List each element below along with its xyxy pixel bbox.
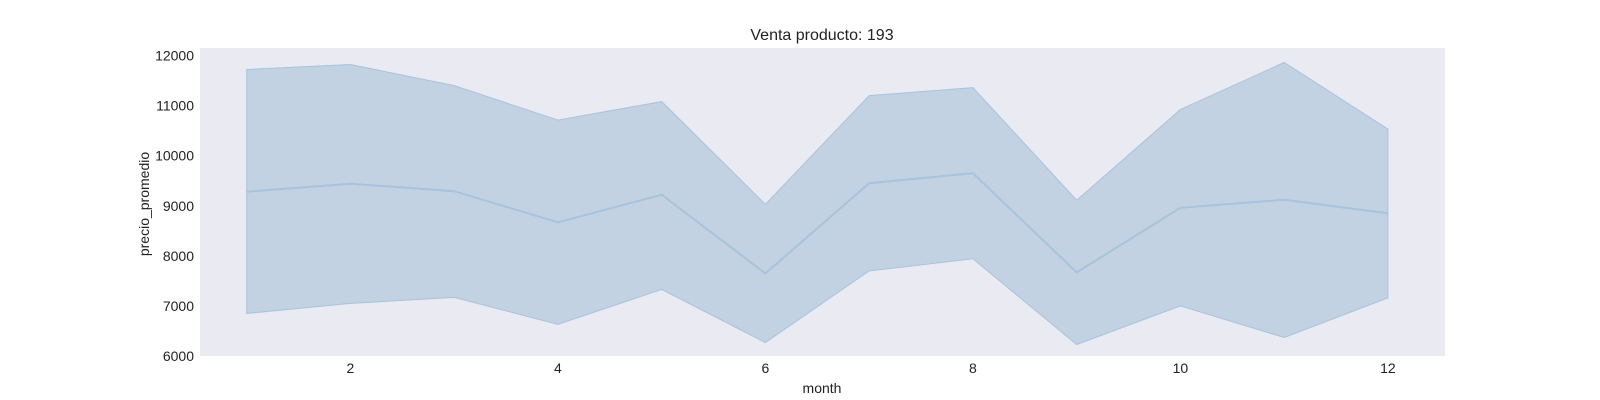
x-tick-label: 10: [1173, 360, 1189, 376]
x-axis-title: month: [803, 380, 842, 396]
x-tick-labels: 2 4 6 8 10 12: [347, 360, 1396, 376]
confidence-band: [246, 61, 1389, 346]
y-tick-label: 6000: [163, 348, 194, 364]
y-axis-title: precio_promedio: [136, 152, 152, 256]
y-tick-label: 7000: [163, 298, 194, 314]
x-tick-label: 2: [347, 360, 355, 376]
x-tick-label: 6: [762, 360, 770, 376]
x-tick-label: 8: [969, 360, 977, 376]
x-tick-label: 12: [1380, 360, 1396, 376]
series-line: [246, 172, 1389, 275]
y-tick-label: 12000: [155, 48, 194, 64]
y-tick-label: 10000: [155, 148, 194, 164]
y-tick-labels: 6000 7000 8000 9000 10000 11000 12000: [155, 48, 194, 364]
chart-title: Venta producto: 193: [750, 27, 893, 44]
x-tick-label: 4: [554, 360, 562, 376]
y-tick-label: 9000: [163, 198, 194, 214]
y-tick-label: 11000: [156, 98, 194, 114]
y-tick-label: 8000: [163, 248, 194, 264]
